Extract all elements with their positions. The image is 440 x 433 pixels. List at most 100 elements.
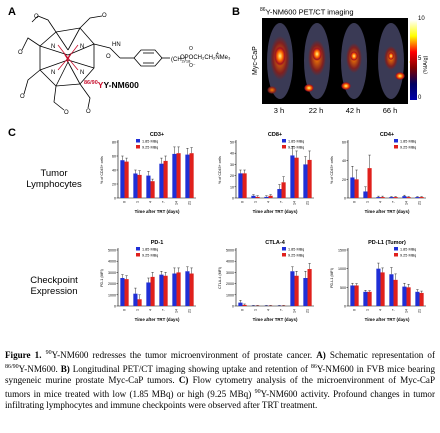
bar-high — [367, 291, 372, 306]
bar-high — [124, 161, 129, 198]
caption-text6: Flow cytometry analysis of the microenvi… — [5, 375, 436, 399]
legend-swatch — [282, 145, 286, 149]
y-tick-label: 80 — [112, 141, 116, 145]
x-tick-label: 0 — [353, 201, 357, 203]
bar-high — [150, 181, 155, 198]
bar-high — [124, 279, 129, 306]
bar-low — [389, 274, 394, 306]
bar-high — [367, 168, 372, 198]
bar-high — [189, 273, 194, 306]
colorbar — [410, 20, 417, 100]
legend-label: 9.25 MBq — [142, 253, 158, 257]
x-tick-label: 14 — [175, 309, 179, 313]
chart-title: CD8+ — [268, 132, 282, 138]
legend-swatch — [394, 253, 398, 257]
caption-c: C) — [178, 375, 189, 386]
bar-high — [137, 174, 142, 198]
bar-high — [393, 279, 398, 306]
x-tick-label: 4 — [149, 201, 153, 203]
x-tick-label: 7 — [392, 309, 396, 311]
y-tick-label: 1000 — [338, 267, 346, 271]
caption-text3: Y-NM600. — [18, 363, 61, 374]
bar-low — [185, 154, 190, 198]
y-tick-label: 0 — [232, 197, 234, 201]
pet-title: 86Y-NM600 PET/CT imaging — [260, 7, 354, 17]
bar-low — [185, 271, 190, 306]
atom-n-4: N — [80, 70, 84, 76]
y-tick-label: 4000 — [226, 260, 234, 264]
chart-ctla4: CTLA-4 0 1000 2000 3000 4000 5000 CTLA-4 (MFI) 0… — [218, 240, 314, 322]
legend-swatch — [394, 247, 398, 251]
bar-low — [238, 173, 243, 198]
figure-caption: Figure 1. 90Y-NM600 redresses the tumor … — [5, 348, 435, 412]
y-tick-label: 5000 — [226, 249, 234, 253]
bar-low — [415, 291, 420, 306]
compound-label: 86/90YY-NM600 — [84, 80, 139, 90]
x-tick-label: 4 — [379, 201, 383, 203]
x-axis-label: Time after TRT (days) — [253, 209, 298, 214]
bar-low — [277, 189, 282, 198]
legend-label: 1.85 MBq — [288, 139, 304, 143]
bar-high — [137, 299, 142, 306]
legend-swatch — [136, 139, 140, 143]
bar-low — [146, 175, 151, 198]
bar-low — [133, 293, 138, 306]
bar-high — [307, 159, 312, 198]
bar-low — [159, 274, 164, 306]
legend-label: 9.25 MBq — [288, 253, 304, 257]
chart-title: CD4+ — [380, 132, 394, 138]
colorbar-max: 10 — [418, 16, 425, 22]
y-tick-label: 2000 — [108, 282, 116, 286]
x-tick-label: 4 — [379, 309, 383, 311]
bar-low — [402, 286, 407, 306]
x-tick-label: 14 — [405, 201, 409, 205]
bar-low — [120, 160, 125, 198]
row-label-lymphocytes: Tumor Lymphocytes — [26, 168, 82, 190]
y-tick-label: 40 — [342, 159, 346, 163]
bar-low — [303, 164, 308, 198]
atom-o-1: O — [34, 14, 39, 20]
bar-high — [163, 160, 168, 198]
atom-o-2: O — [102, 13, 107, 19]
bar-high — [380, 272, 385, 306]
x-tick-label: 14 — [293, 201, 297, 205]
bar-high — [150, 276, 155, 306]
compound-label-suffix: Y-NM600 — [103, 80, 139, 90]
bar-high — [419, 197, 424, 198]
atom-y: Y — [64, 53, 72, 65]
bar-high — [176, 272, 181, 306]
bar-high — [268, 195, 273, 198]
caption-b: B) — [60, 363, 70, 374]
legend-swatch — [394, 139, 398, 143]
y-tick-label: 1500 — [338, 249, 346, 253]
atom-n-2: N — [80, 44, 84, 50]
x-tick-label: 1 — [254, 309, 258, 311]
y-tick-label: 0 — [232, 305, 234, 309]
chain-subscript: 18 — [186, 59, 191, 64]
colorbar-mid: 5 — [418, 56, 422, 62]
bar-high — [294, 157, 299, 198]
bar-low — [303, 278, 308, 306]
bar-low — [264, 196, 269, 198]
colorbar-min: 0 — [418, 95, 422, 101]
chain-o-minus: O⁻ — [189, 63, 196, 69]
bar-low — [172, 273, 177, 306]
row-label-checkpoint: Checkpoint Expression — [30, 275, 78, 297]
legend-swatch — [282, 253, 286, 257]
x-tick-label: 7 — [392, 201, 396, 203]
legend-label: 9.25 MBq — [288, 145, 304, 149]
caption-lead-sup: 90 — [45, 350, 52, 356]
bar-high — [354, 179, 359, 198]
chain-prefix: (CH2)18 — [171, 57, 191, 64]
bar-low — [363, 291, 368, 306]
bar-low — [402, 196, 407, 198]
chart-title: CD3+ — [150, 132, 164, 138]
x-tick-label: 0 — [353, 309, 357, 311]
y-tick-label: 40 — [112, 169, 116, 173]
chain-formula: OPOCH₂CH₂NMe₃ — [180, 55, 231, 61]
x-tick-label: 0 — [123, 309, 127, 311]
